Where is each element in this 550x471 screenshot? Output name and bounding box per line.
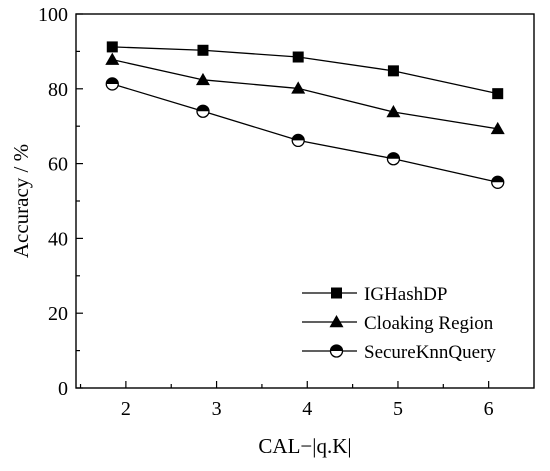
y-tick-label: 60 bbox=[48, 154, 68, 176]
series-line bbox=[112, 58, 498, 130]
series-ighashdp bbox=[106, 41, 504, 100]
data-point bbox=[195, 72, 210, 86]
y-tick-label: 100 bbox=[38, 4, 68, 26]
triangle-marker bbox=[105, 52, 120, 65]
legend-label: IGHashDP bbox=[364, 284, 447, 305]
x-tick-label: 4 bbox=[302, 398, 312, 420]
square-marker bbox=[106, 41, 118, 53]
square-marker bbox=[331, 287, 342, 299]
legend-item: SecureKnnQuery bbox=[302, 342, 496, 363]
data-point bbox=[105, 77, 119, 91]
x-tick-label: 5 bbox=[393, 398, 403, 420]
data-point bbox=[387, 65, 399, 77]
y-axis-title: Accuracy / % bbox=[9, 144, 33, 258]
triangle-marker bbox=[291, 81, 306, 94]
data-point bbox=[197, 44, 209, 56]
legend-label: SecureKnnQuery bbox=[364, 342, 496, 363]
x-axis: 2 3 4 5 6 bbox=[79, 381, 494, 420]
circle-marker-half bbox=[491, 176, 504, 183]
data-point bbox=[292, 51, 304, 63]
y-tick-label: 20 bbox=[48, 303, 68, 325]
legend-marker bbox=[329, 344, 344, 358]
circle-marker-half bbox=[196, 105, 209, 112]
data-point bbox=[491, 175, 505, 189]
circle-marker-half bbox=[106, 77, 119, 84]
data-point bbox=[196, 104, 210, 118]
x-tick-label: 2 bbox=[121, 398, 131, 420]
series-line bbox=[112, 46, 498, 95]
y-tick-label: 40 bbox=[48, 228, 68, 250]
data-point bbox=[106, 41, 118, 53]
data-point bbox=[291, 81, 306, 94]
circle-marker-half bbox=[292, 134, 305, 141]
data-point bbox=[386, 152, 401, 166]
y-axis: 0 20 40 60 80 100 bbox=[38, 4, 83, 400]
circle-marker-half bbox=[387, 152, 400, 159]
square-marker bbox=[292, 51, 304, 63]
legend-label: Cloaking Region bbox=[364, 313, 494, 334]
square-marker bbox=[197, 44, 209, 56]
y-tick-label: 80 bbox=[48, 79, 68, 101]
square-marker bbox=[387, 65, 399, 77]
legend-item: IGHashDP bbox=[302, 284, 447, 305]
data-point bbox=[490, 121, 505, 135]
series-layer bbox=[105, 41, 505, 189]
legend-marker bbox=[331, 287, 342, 299]
x-tick-label: 6 bbox=[484, 398, 494, 420]
triangle-marker bbox=[386, 104, 401, 118]
square-marker bbox=[492, 88, 504, 100]
triangle-marker bbox=[195, 72, 210, 86]
circle-marker-half bbox=[330, 345, 343, 351]
x-axis-title: CAL−|q.K| bbox=[258, 434, 351, 458]
series-line bbox=[112, 83, 498, 183]
series-secureknnquery bbox=[105, 77, 505, 189]
data-point bbox=[386, 104, 401, 118]
y-tick-label: 0 bbox=[58, 378, 68, 400]
data-point bbox=[291, 133, 305, 148]
triangle-marker bbox=[329, 315, 344, 328]
data-point bbox=[492, 88, 504, 100]
series-cloaking-region bbox=[105, 52, 505, 135]
x-tick-label: 3 bbox=[212, 398, 222, 420]
legend-item: Cloaking Region bbox=[302, 313, 494, 334]
legend: IGHashDP Cloaking Region SecureKnnQuery bbox=[302, 284, 496, 363]
legend-marker bbox=[329, 315, 344, 328]
triangle-marker bbox=[490, 121, 505, 135]
data-point bbox=[105, 52, 120, 65]
